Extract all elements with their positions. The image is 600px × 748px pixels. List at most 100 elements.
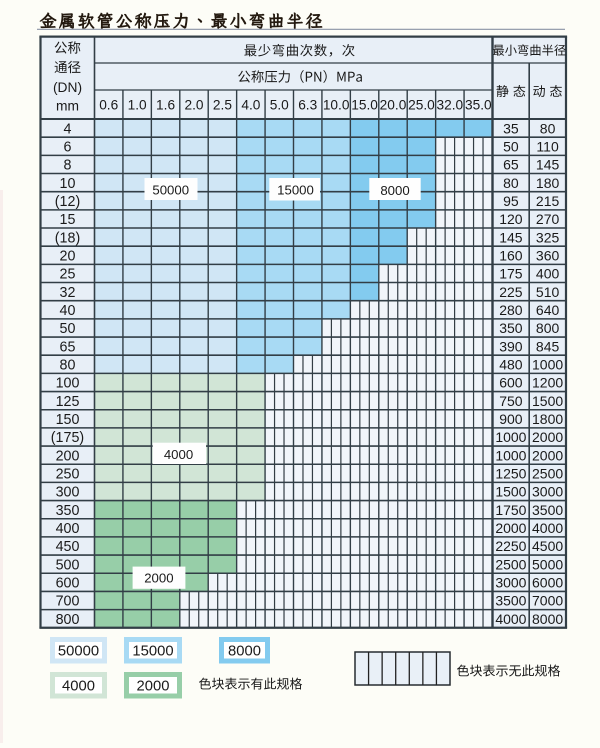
svg-text:5.0: 5.0 <box>270 97 289 112</box>
svg-text:1500: 1500 <box>532 393 563 409</box>
svg-text:(175): (175) <box>51 430 84 446</box>
svg-text:65: 65 <box>503 157 519 173</box>
svg-text:8000: 8000 <box>228 644 261 660</box>
svg-text:4000: 4000 <box>164 447 193 462</box>
svg-text:800: 800 <box>56 612 80 628</box>
svg-text:2000: 2000 <box>495 520 526 536</box>
svg-text:845: 845 <box>536 338 560 354</box>
svg-text:1800: 1800 <box>532 411 563 427</box>
svg-text:32: 32 <box>60 285 76 301</box>
svg-text:110: 110 <box>536 138 559 154</box>
svg-text:325: 325 <box>536 229 560 245</box>
svg-text:250: 250 <box>56 467 80 483</box>
svg-text:35.0: 35.0 <box>465 97 492 112</box>
svg-text:2500: 2500 <box>532 466 563 482</box>
svg-text:1500: 1500 <box>495 484 526 500</box>
svg-text:3500: 3500 <box>495 593 526 609</box>
svg-text:32.0: 32.0 <box>437 97 464 112</box>
svg-text:15: 15 <box>60 212 76 228</box>
svg-text:20.0: 20.0 <box>380 97 407 112</box>
svg-text:180: 180 <box>536 175 560 191</box>
svg-text:2.0: 2.0 <box>184 97 203 112</box>
svg-text:145: 145 <box>499 229 523 245</box>
svg-text:900: 900 <box>499 411 523 427</box>
svg-text:2.5: 2.5 <box>213 97 232 112</box>
svg-text:600: 600 <box>499 375 523 391</box>
svg-text:25.0: 25.0 <box>408 97 435 112</box>
svg-text:350: 350 <box>56 503 80 519</box>
svg-text:6000: 6000 <box>532 575 563 591</box>
svg-text:65: 65 <box>60 339 76 355</box>
svg-text:350: 350 <box>499 320 523 336</box>
svg-text:3500: 3500 <box>532 502 563 518</box>
svg-text:7000: 7000 <box>532 593 563 609</box>
svg-text:160: 160 <box>499 247 523 263</box>
svg-text:750: 750 <box>499 393 523 409</box>
svg-text:80: 80 <box>60 358 76 374</box>
svg-text:(18): (18) <box>55 230 80 246</box>
svg-text:1000: 1000 <box>495 429 526 445</box>
svg-text:2000: 2000 <box>532 447 563 463</box>
svg-text:4.0: 4.0 <box>241 97 260 112</box>
svg-text:400: 400 <box>536 266 560 282</box>
svg-text:(DN): (DN) <box>53 80 82 95</box>
svg-text:100: 100 <box>56 376 80 392</box>
svg-text:450: 450 <box>56 539 80 555</box>
svg-text:8000: 8000 <box>380 183 409 198</box>
svg-text:270: 270 <box>536 211 560 227</box>
svg-text:0.6: 0.6 <box>99 97 118 112</box>
svg-text:280: 280 <box>499 302 523 318</box>
svg-text:2000: 2000 <box>137 679 170 695</box>
svg-text:4000: 4000 <box>495 611 526 627</box>
svg-text:8000: 8000 <box>532 611 563 627</box>
svg-text:3000: 3000 <box>532 484 563 500</box>
svg-text:80: 80 <box>540 120 556 136</box>
svg-text:2500: 2500 <box>495 556 526 572</box>
svg-text:360: 360 <box>536 247 560 263</box>
svg-text:50000: 50000 <box>152 183 189 198</box>
svg-text:500: 500 <box>56 557 80 573</box>
svg-text:200: 200 <box>56 448 80 464</box>
svg-text:2250: 2250 <box>495 538 526 554</box>
svg-text:1.0: 1.0 <box>128 97 147 112</box>
svg-text:10.0: 10.0 <box>323 97 350 112</box>
svg-text:510: 510 <box>536 284 560 300</box>
svg-text:1200: 1200 <box>532 375 563 391</box>
svg-text:640: 640 <box>536 302 560 318</box>
svg-text:95: 95 <box>503 193 519 209</box>
svg-text:300: 300 <box>56 485 80 501</box>
svg-text:15000: 15000 <box>132 644 173 660</box>
svg-text:50: 50 <box>60 321 76 337</box>
svg-text:8: 8 <box>64 158 72 174</box>
svg-text:25: 25 <box>60 267 76 283</box>
svg-text:(12): (12) <box>55 194 80 210</box>
svg-text:5000: 5000 <box>532 556 563 572</box>
svg-text:1250: 1250 <box>495 466 526 482</box>
svg-text:1000: 1000 <box>532 357 563 373</box>
svg-text:125: 125 <box>56 394 80 410</box>
svg-text:50: 50 <box>503 138 519 154</box>
svg-text:2000: 2000 <box>532 429 563 445</box>
svg-text:150: 150 <box>56 412 80 428</box>
svg-text:215: 215 <box>536 193 560 209</box>
svg-text:600: 600 <box>56 576 80 592</box>
svg-text:50000: 50000 <box>58 644 99 660</box>
svg-text:4000: 4000 <box>62 679 95 695</box>
svg-text:1000: 1000 <box>495 447 526 463</box>
svg-text:120: 120 <box>499 211 523 227</box>
svg-text:700: 700 <box>56 594 80 610</box>
svg-text:15000: 15000 <box>277 182 314 197</box>
svg-text:4500: 4500 <box>532 538 563 554</box>
svg-text:mm: mm <box>56 99 79 114</box>
svg-text:20: 20 <box>60 248 76 264</box>
svg-text:10: 10 <box>60 176 76 192</box>
svg-text:80: 80 <box>503 175 519 191</box>
svg-text:480: 480 <box>499 357 523 373</box>
svg-text:225: 225 <box>499 284 523 300</box>
svg-text:4: 4 <box>64 121 72 137</box>
svg-text:4000: 4000 <box>532 520 563 536</box>
svg-text:800: 800 <box>536 320 560 336</box>
svg-text:40: 40 <box>60 303 76 319</box>
svg-text:3000: 3000 <box>495 575 526 591</box>
svg-text:175: 175 <box>499 266 523 282</box>
